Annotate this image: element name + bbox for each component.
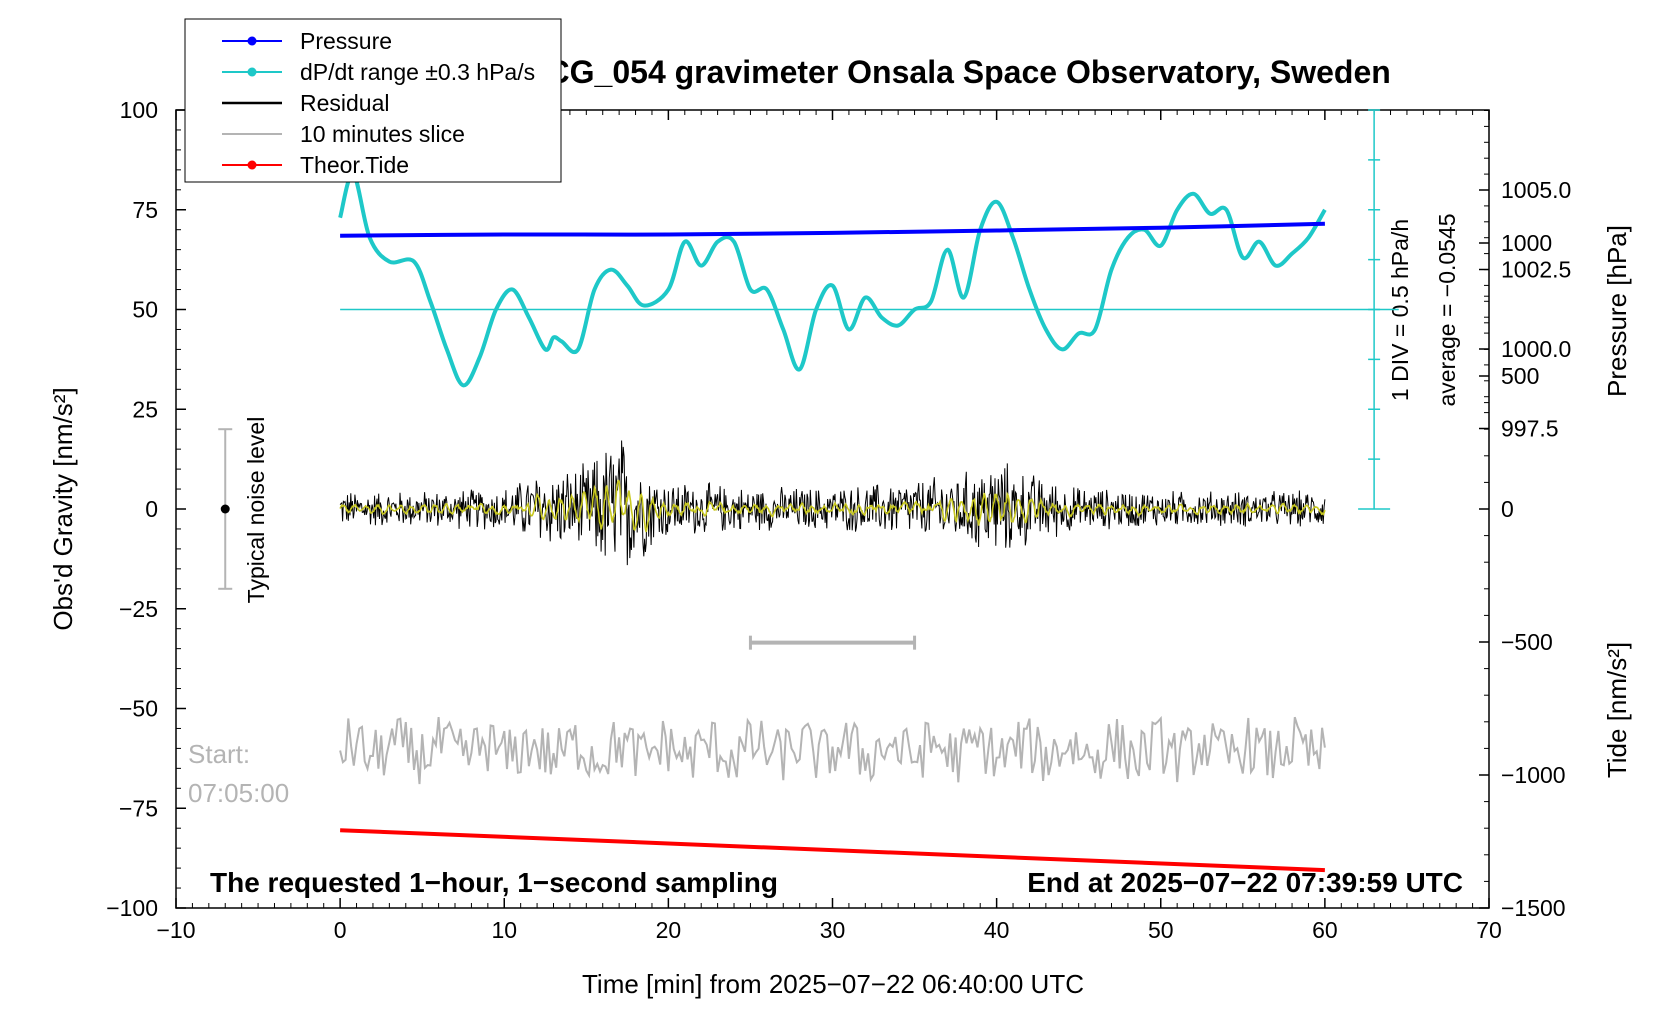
- y-axis-label-pressure: Pressure [hPa]: [1602, 225, 1632, 397]
- bottom-left-note: The requested 1−hour, 1−second sampling: [210, 867, 778, 898]
- tide-line: [340, 828, 1325, 873]
- chart-title: SCG_054 gravimeter Onsala Space Observat…: [525, 54, 1391, 90]
- legend-label: 10 minutes slice: [300, 121, 465, 147]
- pressure-tick-label: 1000.0: [1501, 336, 1571, 362]
- legend-marker: [247, 36, 257, 46]
- noise-center-dot: [220, 504, 230, 514]
- slice-range-bar: [748, 635, 917, 650]
- x-tick-label: 0: [334, 917, 347, 943]
- y-tick-label: 100: [120, 97, 158, 123]
- y-tick-label: 25: [132, 396, 158, 422]
- y-tick-label: 50: [132, 297, 158, 323]
- pressure-line: [340, 221, 1325, 238]
- legend: Pressure dP/dt range ±0.3 hPa/s Residual 10…: [184, 18, 562, 183]
- legend-label: Theor.Tide: [300, 152, 409, 178]
- tide-tick-label: 0: [1501, 496, 1514, 522]
- pressure-tick-label: 1005.0: [1501, 177, 1571, 203]
- x-axis-label: Time [min] from 2025−07−22 06:40:00 UTC: [582, 969, 1084, 999]
- y-tick-label: 75: [132, 197, 158, 223]
- slice-line: [339, 715, 1326, 785]
- legend-label: dP/dt range ±0.3 hPa/s: [300, 59, 535, 85]
- x-tick-label: −10: [156, 917, 195, 943]
- pressure-tick-label: 1002.5: [1501, 257, 1571, 283]
- x-tick-label: 50: [1148, 917, 1174, 943]
- average-label: average = −0.0545: [1434, 213, 1460, 406]
- x-tick-label: 30: [820, 917, 846, 943]
- dpdt-line: [338, 171, 1327, 388]
- noise-level-indicator: [218, 428, 233, 590]
- x-tick-label: 10: [491, 917, 517, 943]
- y-tick-label: −75: [119, 795, 158, 821]
- legend-label: Residual: [300, 90, 390, 116]
- x-tick-label: 40: [984, 917, 1010, 943]
- x-tick-label: 60: [1312, 917, 1338, 943]
- x-tick-label: 20: [656, 917, 682, 943]
- residual-smoothed-line: [339, 479, 1326, 533]
- tide-tick-label: 500: [1501, 363, 1539, 389]
- start-time-label: 07:05:00: [188, 778, 289, 808]
- start-label: Start:: [188, 739, 250, 769]
- y-tick-label: −25: [119, 596, 158, 622]
- legend-label: Pressure: [300, 28, 392, 54]
- legend-marker: [247, 160, 257, 170]
- tide-tick-label: −1500: [1501, 895, 1566, 921]
- tide-axis-ticks: 1000 500 0 −500 −1000 −1500: [1479, 230, 1566, 921]
- bottom-right-note: End at 2025−07−22 07:39:59 UTC: [1027, 867, 1463, 898]
- pressure-tick-label: 997.5: [1501, 416, 1559, 442]
- y-axis-ticks-left: 100 75 50 25 0 −25 −50 −75 −100: [106, 97, 186, 921]
- legend-marker: [247, 67, 257, 77]
- legend-box: [184, 18, 562, 183]
- y-tick-label: 0: [145, 496, 158, 522]
- y-tick-label: −100: [106, 895, 158, 921]
- y-axis-label-tide: Tide [nm/s²]: [1602, 642, 1632, 778]
- y-axis-label-left: Obs'd Gravity [nm/s²]: [48, 387, 78, 630]
- tide-tick-label: −500: [1501, 629, 1553, 655]
- noise-level-label: Typical noise level: [243, 417, 269, 604]
- residual-line: [339, 440, 1326, 566]
- pressure-axis-ticks: 1005.0 1002.5 1000.0 997.5: [1479, 110, 1571, 442]
- legend-items: Pressure dP/dt range ±0.3 hPa/s Residual 10…: [222, 28, 535, 178]
- x-axis-ticks: −10 0 10 20 30 40 50 60 70: [156, 110, 1502, 943]
- tide-tick-label: 1000: [1501, 230, 1552, 256]
- x-tick-label: 70: [1476, 917, 1502, 943]
- y-tick-label: −50: [119, 696, 158, 722]
- tide-tick-label: −1000: [1501, 762, 1566, 788]
